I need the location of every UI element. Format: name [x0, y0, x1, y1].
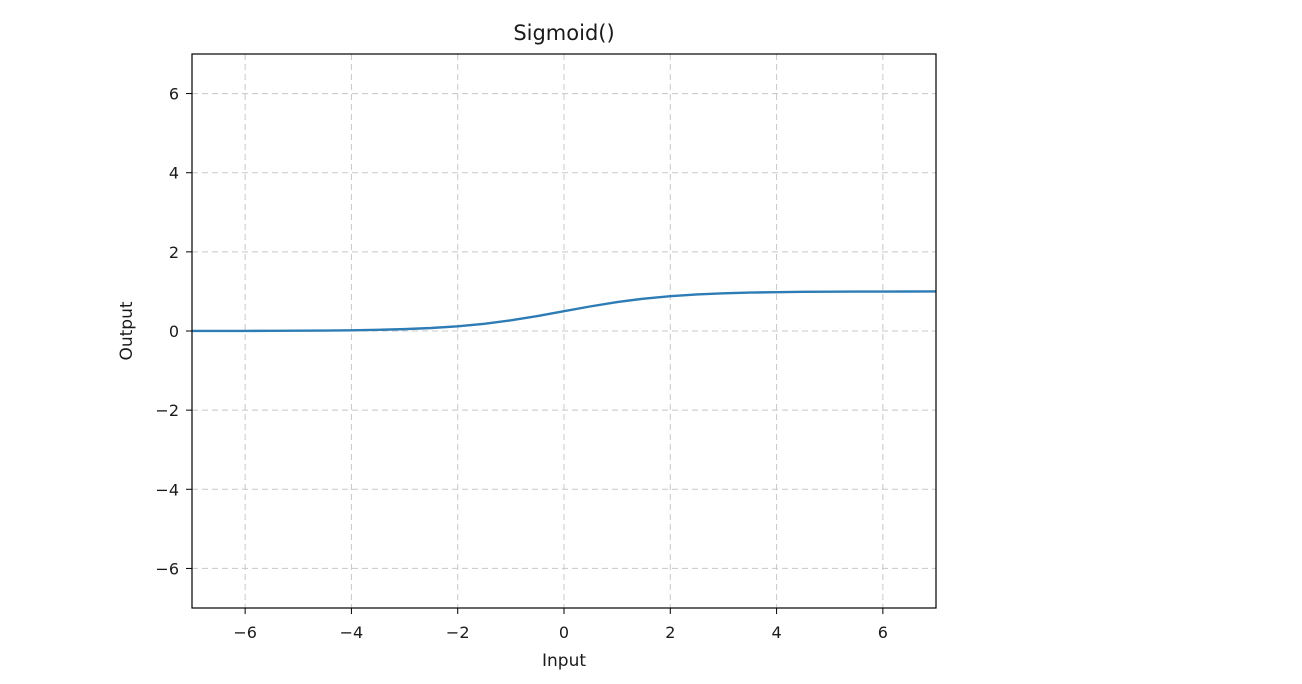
y-tick-label: 0 — [169, 322, 179, 341]
grid — [192, 54, 936, 608]
series-layer — [191, 290, 937, 333]
x-axis-label: Input — [542, 651, 586, 671]
y-tick-label: −2 — [155, 401, 179, 420]
sigmoid-series-line — [191, 290, 937, 333]
x-tick-label: −2 — [446, 623, 470, 642]
y-tick-label: −4 — [155, 480, 179, 499]
x-tick-label: 6 — [878, 623, 888, 642]
x-tick-label: −4 — [340, 623, 364, 642]
y-tick-label: 2 — [169, 243, 179, 262]
x-tick-label: 0 — [559, 623, 569, 642]
y-tick-label: −6 — [155, 559, 179, 578]
y-tick-label: 4 — [169, 164, 179, 183]
x-tick-label: 2 — [665, 623, 675, 642]
tick-layer: −6 −4 −2 0 2 4 6 −6 −4 −2 0 2 4 6 — [155, 85, 888, 642]
y-tick-label: 6 — [169, 85, 179, 104]
chart-title: Sigmoid() — [513, 21, 614, 45]
y-axis-label: Output — [117, 301, 137, 360]
x-tick-label: −6 — [233, 623, 257, 642]
x-tick-label: 4 — [771, 623, 781, 642]
